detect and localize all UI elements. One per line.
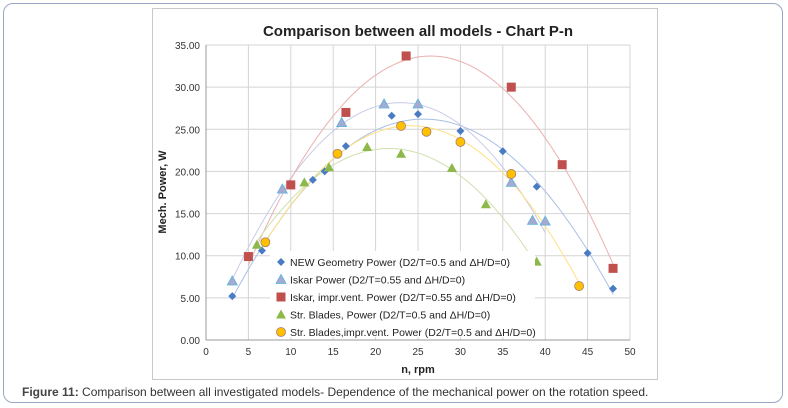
- figure-caption: Figure 11: Comparison between all invest…: [22, 385, 648, 399]
- y-axis-title: Mech. Power, W: [157, 150, 169, 234]
- data-point: [336, 116, 348, 127]
- data-point: [608, 263, 618, 273]
- data-point: [260, 237, 271, 248]
- data-point: [341, 107, 351, 117]
- data-point: [226, 275, 238, 286]
- legend-label: Str. Blades, Power (D2/T=0.5 and ΔH/D=0): [290, 310, 490, 322]
- data-point: [378, 98, 390, 109]
- x-axis-title: n, rpm: [401, 364, 435, 376]
- data-point: [243, 252, 253, 262]
- data-point: [574, 281, 585, 291]
- data-point: [299, 177, 310, 187]
- data-point: [341, 142, 350, 151]
- chart-title: Comparison between all models - Chart P-…: [263, 23, 573, 40]
- data-point: [387, 111, 396, 120]
- x-tick-label: 0: [203, 347, 209, 358]
- data-point: [506, 169, 517, 179]
- x-tick-label: 30: [455, 347, 467, 358]
- data-point: [446, 163, 457, 173]
- legend-marker: [276, 327, 286, 337]
- figure-frame: [3, 3, 783, 403]
- data-point: [251, 239, 262, 249]
- data-point: [276, 183, 288, 194]
- data-point: [557, 160, 567, 170]
- y-tick-label: 35.00: [175, 41, 200, 52]
- legend-label: Iskar Power (D2/T=0.55 and ΔH/D=0): [290, 275, 465, 287]
- x-tick-label: 10: [285, 347, 297, 358]
- legend-box: [270, 251, 535, 337]
- x-tick-label: 25: [412, 347, 424, 358]
- x-tick-label: 45: [582, 347, 594, 358]
- legend-label: NEW Geometry Power (D2/T=0.5 and ΔH/D=0): [290, 257, 510, 269]
- y-tick-label: 25.00: [175, 125, 200, 136]
- data-point: [323, 162, 334, 172]
- data-point: [455, 137, 466, 147]
- x-tick-label: 20: [370, 347, 382, 358]
- caption-text: Comparison between all investigated mode…: [78, 385, 649, 399]
- trendline: [256, 148, 538, 266]
- data-point: [583, 249, 592, 258]
- data-point: [228, 292, 237, 301]
- data-point: [396, 121, 406, 131]
- legend-label: Iskar, impr.vent. Power (D2/T=0.55 and Δ…: [290, 292, 516, 304]
- data-point: [286, 180, 296, 190]
- data-point: [308, 175, 317, 184]
- data-point: [401, 51, 411, 61]
- y-tick-label: 0.00: [181, 336, 201, 347]
- legend-marker: [276, 292, 286, 302]
- data-point: [539, 215, 551, 226]
- y-tick-label: 15.00: [175, 210, 200, 221]
- trendline: [247, 55, 614, 266]
- data-point: [506, 82, 516, 92]
- y-tick-label: 10.00: [175, 252, 200, 263]
- data-point: [396, 148, 407, 158]
- data-point: [332, 148, 343, 159]
- trendline: [264, 125, 580, 284]
- legend-label: Str. Blades,impr.vent. Power (D2/T=0.5 a…: [290, 327, 536, 339]
- data-point: [362, 141, 373, 151]
- legend-marker: [277, 258, 285, 266]
- data-point: [412, 98, 424, 109]
- x-tick-label: 35: [497, 347, 509, 358]
- data-point: [456, 126, 465, 135]
- y-tick-label: 30.00: [175, 83, 200, 94]
- data-point: [421, 126, 432, 137]
- x-tick-label: 40: [540, 347, 552, 358]
- data-point: [526, 214, 539, 225]
- data-point: [532, 182, 541, 191]
- data-point: [414, 110, 422, 119]
- data-point: [498, 147, 507, 156]
- y-tick-label: 5.00: [181, 294, 201, 305]
- x-tick-label: 50: [624, 347, 636, 358]
- caption-label: Figure 11:: [22, 385, 79, 399]
- legend-marker: [275, 273, 287, 284]
- x-tick-label: 15: [328, 347, 340, 358]
- data-point: [480, 199, 491, 209]
- legend-marker: [276, 309, 286, 319]
- y-tick-label: 20.00: [175, 167, 200, 178]
- trendline: [231, 102, 546, 280]
- x-tick-label: 5: [246, 347, 252, 358]
- data-point: [505, 176, 517, 187]
- data-point: [609, 284, 618, 293]
